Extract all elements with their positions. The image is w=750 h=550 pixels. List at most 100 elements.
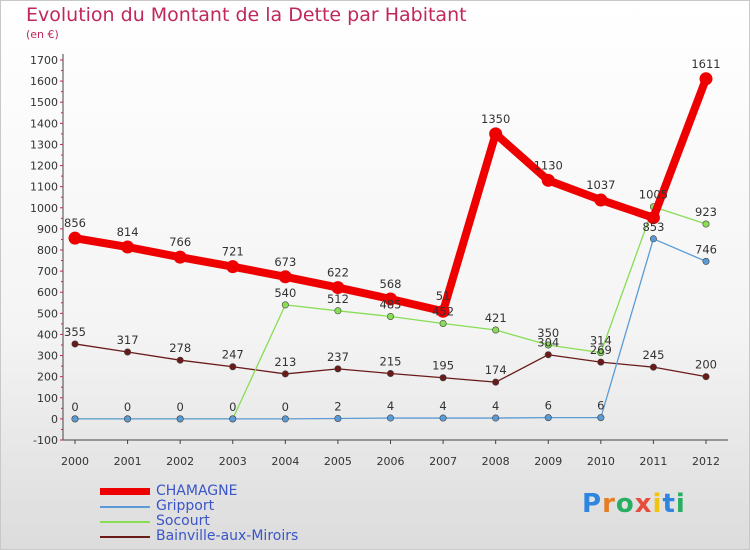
y-tick-label: 200: [37, 371, 58, 384]
data-label: 485: [380, 298, 402, 312]
data-point: [492, 378, 500, 386]
y-tick-label: 0: [51, 413, 58, 426]
y-tick-label: 1100: [30, 181, 58, 194]
logo-letter: r: [602, 489, 616, 519]
data-label: 195: [432, 359, 454, 373]
data-point: [649, 235, 657, 243]
data-label: 1350: [481, 112, 510, 126]
data-label: 304: [537, 336, 559, 350]
data-point: [281, 301, 289, 309]
data-label: 4: [439, 399, 446, 413]
data-label: 923: [695, 205, 717, 219]
data-label: 1611: [691, 57, 720, 71]
x-tick-label: 2010: [587, 455, 615, 468]
logo-letter: x: [634, 489, 653, 519]
data-point: [334, 365, 342, 373]
data-point: [646, 211, 660, 225]
data-point: [386, 414, 394, 422]
legend-label: CHAMAGNE: [156, 483, 238, 499]
data-label: 174: [485, 363, 507, 377]
y-tick-label: 300: [37, 350, 58, 363]
data-point: [436, 304, 450, 318]
y-tick-label: 400: [37, 328, 58, 341]
y-tick-label: 1500: [30, 96, 58, 109]
data-label: 853: [642, 220, 664, 234]
data-label: 314: [590, 334, 612, 348]
data-label: 269: [590, 343, 612, 357]
x-tick-label: 2006: [377, 455, 405, 468]
data-point: [176, 356, 184, 364]
data-point: [124, 415, 132, 423]
data-point: [334, 307, 342, 315]
data-point: [229, 415, 237, 423]
x-tick-label: 2000: [61, 455, 89, 468]
data-point: [386, 312, 394, 320]
data-point: [384, 292, 397, 306]
data-point: [544, 414, 552, 422]
data-point: [334, 414, 342, 422]
y-tick-label: 100: [37, 392, 58, 405]
data-label: 540: [274, 286, 296, 300]
data-label: 317: [117, 333, 139, 347]
data-point: [597, 414, 605, 422]
x-tick-label: 2008: [482, 455, 510, 468]
data-point: [699, 72, 713, 86]
x-tick-label: 2001: [114, 455, 142, 468]
data-label: 512: [327, 292, 349, 306]
legend-swatch-gripport: [100, 506, 150, 508]
series-layer: [68, 72, 713, 423]
data-label: 237: [327, 350, 349, 364]
data-label: 200: [695, 358, 717, 372]
data-label: 746: [695, 242, 717, 256]
data-point: [649, 363, 657, 371]
y-tick-label: 900: [37, 223, 58, 236]
data-point: [121, 240, 135, 254]
legend-swatch-chamagne: [100, 488, 150, 495]
data-label: 278: [169, 341, 191, 355]
data-label: 0: [124, 400, 131, 414]
data-point: [439, 414, 447, 422]
data-point: [68, 231, 82, 245]
data-label: 247: [222, 348, 244, 362]
data-label: 1130: [534, 158, 563, 172]
data-point: [702, 257, 710, 265]
data-label: 350: [537, 326, 559, 340]
x-tick-label: 2005: [324, 455, 352, 468]
data-label: 245: [642, 348, 664, 362]
data-point: [541, 173, 555, 187]
data-label: 0: [177, 400, 184, 414]
data-point: [229, 363, 237, 371]
data-point: [124, 348, 132, 356]
data-point: [489, 127, 503, 141]
data-label: 622: [327, 266, 349, 280]
y-tick-label: 1000: [30, 202, 58, 215]
y-tick-label: 500: [37, 307, 58, 320]
x-tick-label: 2007: [429, 455, 457, 468]
data-label: 721: [222, 245, 244, 259]
y-tick-label: 1700: [30, 54, 58, 67]
y-tick-label: 1200: [30, 160, 58, 173]
data-point: [544, 341, 552, 349]
y-tick-label: 1300: [30, 138, 58, 151]
data-point: [544, 351, 552, 359]
x-tick-label: 2011: [639, 455, 667, 468]
data-label: 4: [492, 399, 499, 413]
logo-letter: t: [662, 489, 676, 519]
data-point: [71, 340, 79, 348]
y-tick-label: 600: [37, 286, 58, 299]
data-label: 673: [274, 255, 296, 269]
series-line-gripport: [75, 238, 707, 420]
logo-letter: i: [652, 489, 663, 519]
data-label: 355: [64, 325, 86, 339]
data-label: 856: [64, 216, 86, 230]
x-tick-label: 2012: [692, 455, 720, 468]
logo-letter: i: [675, 489, 686, 519]
data-label: 1005: [639, 188, 668, 202]
data-label: 814: [117, 225, 139, 239]
data-label: 51: [436, 289, 451, 303]
y-tick-label: 1400: [30, 117, 58, 130]
data-label: 2: [334, 399, 341, 413]
